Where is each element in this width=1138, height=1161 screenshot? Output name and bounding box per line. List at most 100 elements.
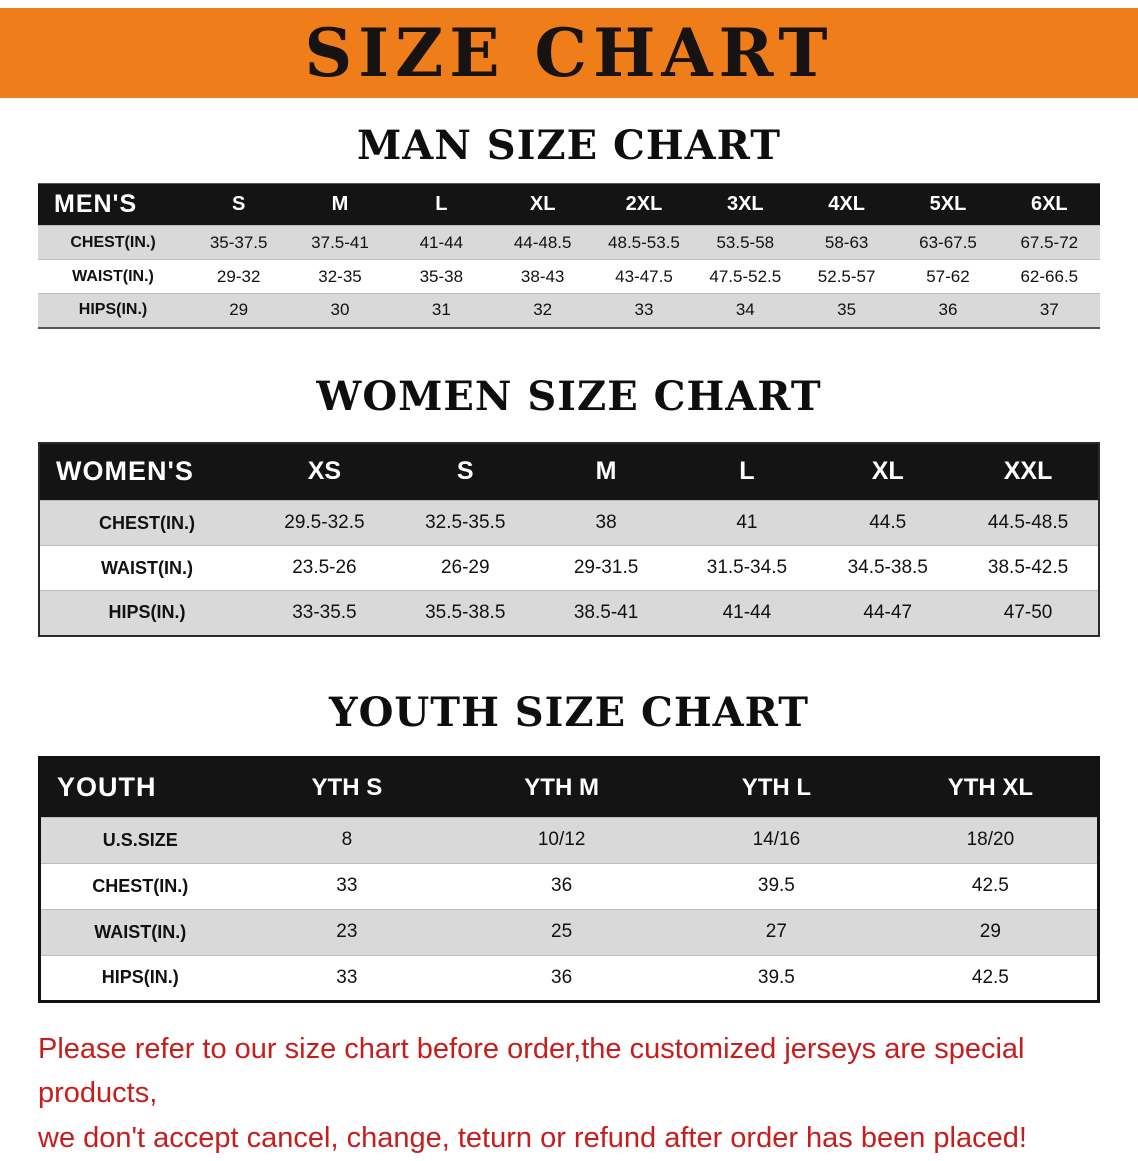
row-label-cell: CHEST(IN.) — [39, 501, 254, 546]
value-cell: 30 — [289, 294, 390, 328]
value-cell: 29 — [884, 909, 1099, 955]
size-header-cell: 6XL — [999, 184, 1100, 226]
value-cell: 41-44 — [391, 226, 492, 260]
value-cell: 36 — [454, 863, 669, 909]
value-cell: 53.5-58 — [695, 226, 796, 260]
value-cell: 34.5-38.5 — [817, 546, 958, 591]
value-cell: 44.5 — [817, 501, 958, 546]
value-cell: 33 — [240, 955, 455, 1001]
value-cell: 57-62 — [897, 260, 998, 294]
value-cell: 37.5-41 — [289, 226, 390, 260]
women-size-heading: WOMEN SIZE CHART — [0, 373, 1138, 420]
youth-size-heading: YOUTH SIZE CHART — [0, 689, 1138, 736]
value-cell: 38.5-41 — [536, 591, 677, 636]
value-cell: 38-43 — [492, 260, 593, 294]
value-cell: 32-35 — [289, 260, 390, 294]
value-cell: 67.5-72 — [999, 226, 1100, 260]
size-header-cell: 5XL — [897, 184, 998, 226]
row-label-cell: HIPS(IN.) — [40, 955, 240, 1001]
value-cell: 44.5-48.5 — [958, 501, 1099, 546]
value-cell: 36 — [454, 955, 669, 1001]
value-cell: 10/12 — [454, 817, 669, 863]
value-cell: 26-29 — [395, 546, 536, 591]
value-cell: 23 — [240, 909, 455, 955]
size-header-cell: L — [391, 184, 492, 226]
value-cell: 47.5-52.5 — [695, 260, 796, 294]
value-cell: 47-50 — [958, 591, 1099, 636]
row-label-cell: WAIST(IN.) — [39, 546, 254, 591]
value-cell: 23.5-26 — [254, 546, 395, 591]
size-chart-banner: SIZE CHART — [0, 8, 1138, 98]
disclaimer-line-1: Please refer to our size chart before or… — [38, 1027, 1108, 1117]
value-cell: 34 — [695, 294, 796, 328]
table-title-cell: MEN'S — [38, 184, 188, 226]
value-cell: 8 — [240, 817, 455, 863]
value-cell: 52.5-57 — [796, 260, 897, 294]
size-header-cell: YTH S — [240, 757, 455, 817]
value-cell: 38.5-42.5 — [958, 546, 1099, 591]
value-cell: 42.5 — [884, 863, 1099, 909]
row-label-cell: HIPS(IN.) — [38, 294, 188, 328]
value-cell: 32 — [492, 294, 593, 328]
size-header-cell: XXL — [958, 443, 1099, 501]
value-cell: 25 — [454, 909, 669, 955]
value-cell: 31.5-34.5 — [676, 546, 817, 591]
value-cell: 33-35.5 — [254, 591, 395, 636]
value-cell: 35-37.5 — [188, 226, 289, 260]
size-header-cell: S — [188, 184, 289, 226]
size-header-cell: 2XL — [593, 184, 694, 226]
banner-title: SIZE CHART — [305, 14, 834, 92]
man-size-heading: MAN SIZE CHART — [0, 122, 1138, 169]
value-cell: 41-44 — [676, 591, 817, 636]
value-cell: 48.5-53.5 — [593, 226, 694, 260]
value-cell: 35-38 — [391, 260, 492, 294]
row-label-cell: HIPS(IN.) — [39, 591, 254, 636]
size-header-cell: XL — [492, 184, 593, 226]
row-label-cell: WAIST(IN.) — [38, 260, 188, 294]
disclaimer: Please refer to our size chart before or… — [38, 1027, 1108, 1161]
row-label-cell: WAIST(IN.) — [40, 909, 240, 955]
value-cell: 37 — [999, 294, 1100, 328]
value-cell: 35.5-38.5 — [395, 591, 536, 636]
table-title-cell: WOMEN'S — [39, 443, 254, 501]
value-cell: 36 — [897, 294, 998, 328]
value-cell: 42.5 — [884, 955, 1099, 1001]
value-cell: 43-47.5 — [593, 260, 694, 294]
size-header-cell: M — [289, 184, 390, 226]
value-cell: 33 — [240, 863, 455, 909]
value-cell: 39.5 — [669, 863, 884, 909]
value-cell: 62-66.5 — [999, 260, 1100, 294]
value-cell: 29 — [188, 294, 289, 328]
value-cell: 41 — [676, 501, 817, 546]
size-header-cell: XS — [254, 443, 395, 501]
value-cell: 18/20 — [884, 817, 1099, 863]
row-label-cell: U.S.SIZE — [40, 817, 240, 863]
size-header-cell: M — [536, 443, 677, 501]
value-cell: 32.5-35.5 — [395, 501, 536, 546]
disclaimer-line-2: we don't accept cancel, change, teturn o… — [38, 1116, 1108, 1161]
value-cell: 63-67.5 — [897, 226, 998, 260]
row-label-cell: CHEST(IN.) — [38, 226, 188, 260]
size-header-cell: L — [676, 443, 817, 501]
value-cell: 39.5 — [669, 955, 884, 1001]
value-cell: 29-31.5 — [536, 546, 677, 591]
value-cell: 29-32 — [188, 260, 289, 294]
row-label-cell: CHEST(IN.) — [40, 863, 240, 909]
value-cell: 44-47 — [817, 591, 958, 636]
value-cell: 27 — [669, 909, 884, 955]
size-header-cell: 3XL — [695, 184, 796, 226]
